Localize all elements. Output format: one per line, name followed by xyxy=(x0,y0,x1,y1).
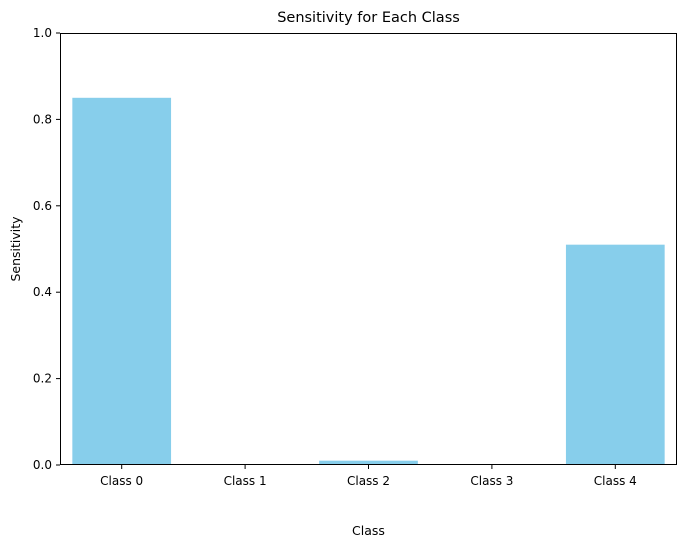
x-tick-label: Class 2 xyxy=(347,474,390,488)
y-tick-label: 1.0 xyxy=(33,26,52,40)
x-axis-label: Class xyxy=(352,523,385,538)
chart-title: Sensitivity for Each Class xyxy=(277,10,460,26)
bars-group xyxy=(72,97,665,466)
plot-frame xyxy=(60,33,677,465)
y-axis-label: Sensitivity xyxy=(8,216,23,282)
x-tick-label: Class 3 xyxy=(470,474,513,488)
x-tick-label: Class 4 xyxy=(594,474,637,488)
y-tick-label: 0.8 xyxy=(33,112,52,126)
y-tick-label: 0.0 xyxy=(33,458,52,472)
bar-class-2 xyxy=(319,460,418,465)
x-tick-label: Class 1 xyxy=(224,474,267,488)
x-tick-label: Class 0 xyxy=(100,474,143,488)
bar-class-0 xyxy=(72,97,172,466)
y-tick-label: 0.6 xyxy=(33,199,52,213)
bar-class-4 xyxy=(565,244,665,465)
y-tick-label: 0.4 xyxy=(33,285,52,299)
y-axis: 0.0 0.2 0.4 0.6 0.8 1.0 xyxy=(33,26,60,472)
y-tick-label: 0.2 xyxy=(33,372,52,386)
x-axis: Class 0 Class 1 Class 2 Class 3 Class 4 xyxy=(100,465,637,488)
